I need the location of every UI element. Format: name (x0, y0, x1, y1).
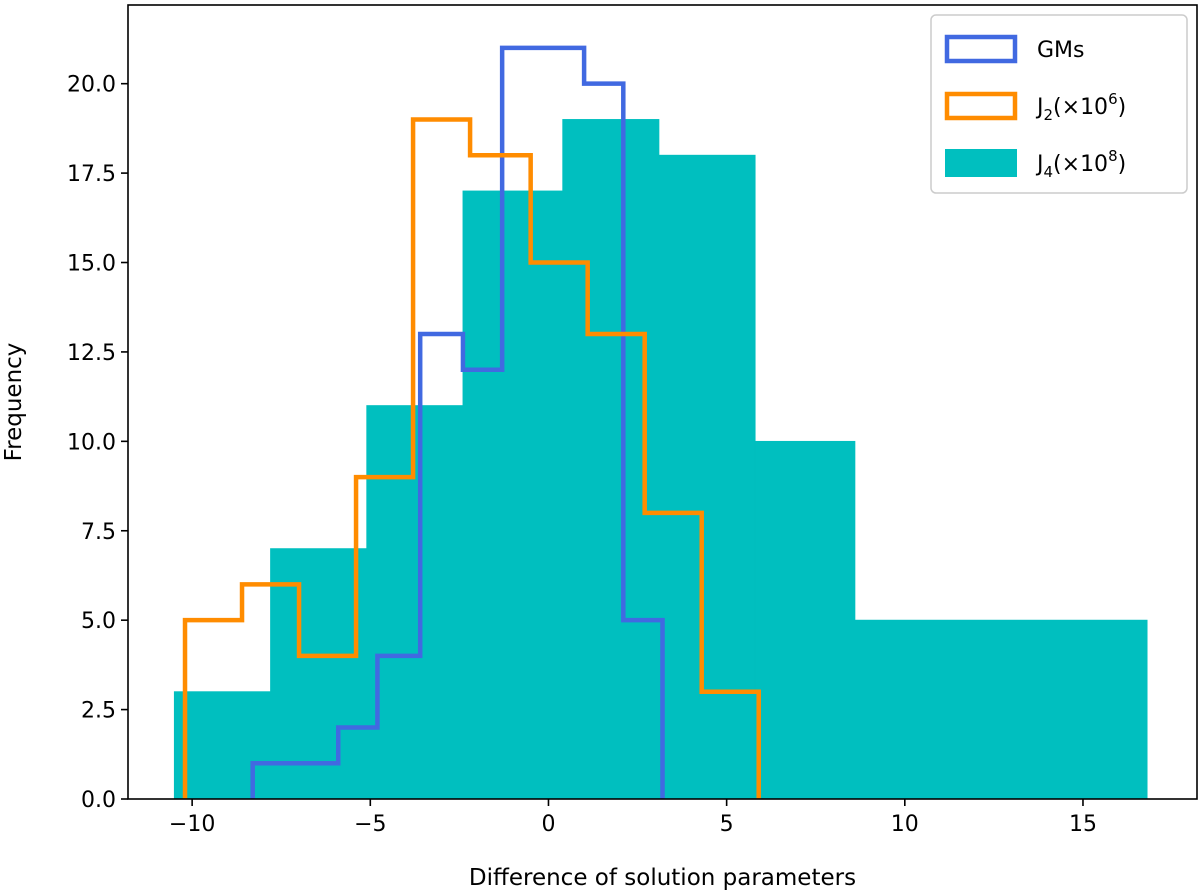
legend-label-j2: J2(×106) (1035, 90, 1126, 124)
y-tick-label: 20.0 (67, 73, 116, 98)
x-tick-label: −10 (169, 812, 215, 837)
x-tick-label: 15 (1069, 812, 1097, 837)
y-tick-label: 7.5 (81, 520, 116, 545)
x-axis-ticks: −10 −5 0 5 10 15 (169, 799, 1097, 837)
y-axis-label: Frequency (1, 343, 27, 462)
x-axis-label: Difference of solution parameters (469, 865, 856, 891)
legend-swatch-j4 (945, 149, 1017, 177)
y-tick-label: 10.0 (67, 430, 116, 455)
plot-area-frame (127, 4, 1198, 800)
y-axis-ticks: 0.0 2.5 5.0 7.5 10.0 12.5 15.0 17.5 20.0 (67, 73, 128, 813)
legend-swatch-j2 (944, 91, 1018, 121)
step-line-j2 (182, 117, 761, 799)
bar-j4-1 (270, 548, 368, 800)
step-line-gms (250, 45, 665, 799)
legend-label-j4: J4(×108) (1035, 147, 1126, 181)
y-tick-label: 0.0 (81, 788, 116, 813)
bar-j4-3 (462, 190, 564, 800)
legend-label-gms: GMs (1037, 38, 1085, 63)
x-tick-label: −5 (354, 812, 386, 837)
x-tick-label: 0 (541, 812, 555, 837)
y-tick-label: 2.5 (81, 699, 116, 724)
x-tick-label: 10 (891, 812, 919, 837)
bar-j4-0 (173, 691, 271, 800)
bar-j4-7 (854, 619, 1148, 800)
y-tick-label: 5.0 (81, 609, 116, 634)
x-tick-label: 5 (720, 812, 734, 837)
legend-swatch-gms (944, 34, 1018, 64)
y-tick-label: 15.0 (67, 252, 116, 277)
y-tick-label: 17.5 (67, 162, 116, 187)
step-outlines-layer (182, 45, 761, 799)
legend: GMs J2(×106) J4(×108) (930, 14, 1188, 194)
y-tick-label: 12.5 (67, 341, 116, 366)
bar-j4-6 (754, 440, 856, 800)
bar-j4-5 (658, 154, 756, 800)
